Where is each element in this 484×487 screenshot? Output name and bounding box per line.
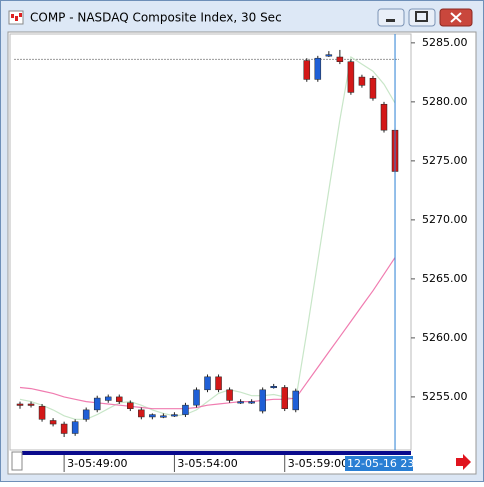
scroll-right-arrow[interactable] [456,454,471,470]
candle-body [71,421,79,434]
cursor-label-bg [345,456,413,471]
candle-body [281,387,288,409]
y-tick-label: 5275.00 [422,154,468,167]
candle-body [237,401,244,404]
window-title: COMP - NASDAQ Composite Index, 30 Sec [30,11,282,25]
candle-body [248,401,255,404]
candle-body [27,403,35,406]
candle-body [292,390,299,411]
candle-body [347,61,355,93]
candle-body [60,423,68,434]
candle-body [138,409,145,418]
y-tick-label: 5265.00 [422,272,468,285]
x-tick-label: 3-05:49:00 [67,457,127,470]
candle-body [380,103,388,131]
candle-body [149,414,156,418]
candle-body [325,54,333,57]
minimize-button[interactable] [377,8,405,27]
candle-body [336,56,344,62]
moving-average [19,257,396,410]
candle-body [226,389,233,401]
scroll-handle[interactable] [11,451,23,471]
candle-body [182,404,189,415]
candle-body [49,420,57,425]
candle-body [127,402,134,409]
scroll-bar[interactable] [22,451,411,455]
candle-body [82,409,90,420]
window-icon [8,10,24,25]
candle-body [116,396,123,402]
candle-body [171,414,178,417]
candle-body [38,406,46,420]
cursor-label: 12-05-16 23:34:00 [347,457,450,470]
y-tick-label: 5285.00 [422,36,468,49]
y-tick-label: 5260.00 [422,331,468,344]
x-tick-label: 3-05:59:00 [288,457,348,470]
y-tick-label: 5270.00 [422,213,468,226]
candle-body [259,389,266,412]
candle-body [369,78,377,99]
candle-body [193,389,200,406]
candle-body [204,376,211,391]
candle-body [93,397,101,411]
candle-body [314,57,322,80]
y-tick-label: 5280.00 [422,95,468,108]
candle-body [270,386,277,389]
maximize-button[interactable] [408,8,436,27]
y-tick-label: 5255.00 [422,390,468,403]
moving-average [19,56,396,420]
candle-body [104,396,112,401]
candle-body [16,403,24,406]
x-tick-label: 3-05:54:00 [177,457,237,470]
candle-body [160,415,167,418]
close-button[interactable] [439,8,473,27]
candle-body [303,60,311,80]
candle-body [215,376,222,391]
candle-body [358,76,366,86]
